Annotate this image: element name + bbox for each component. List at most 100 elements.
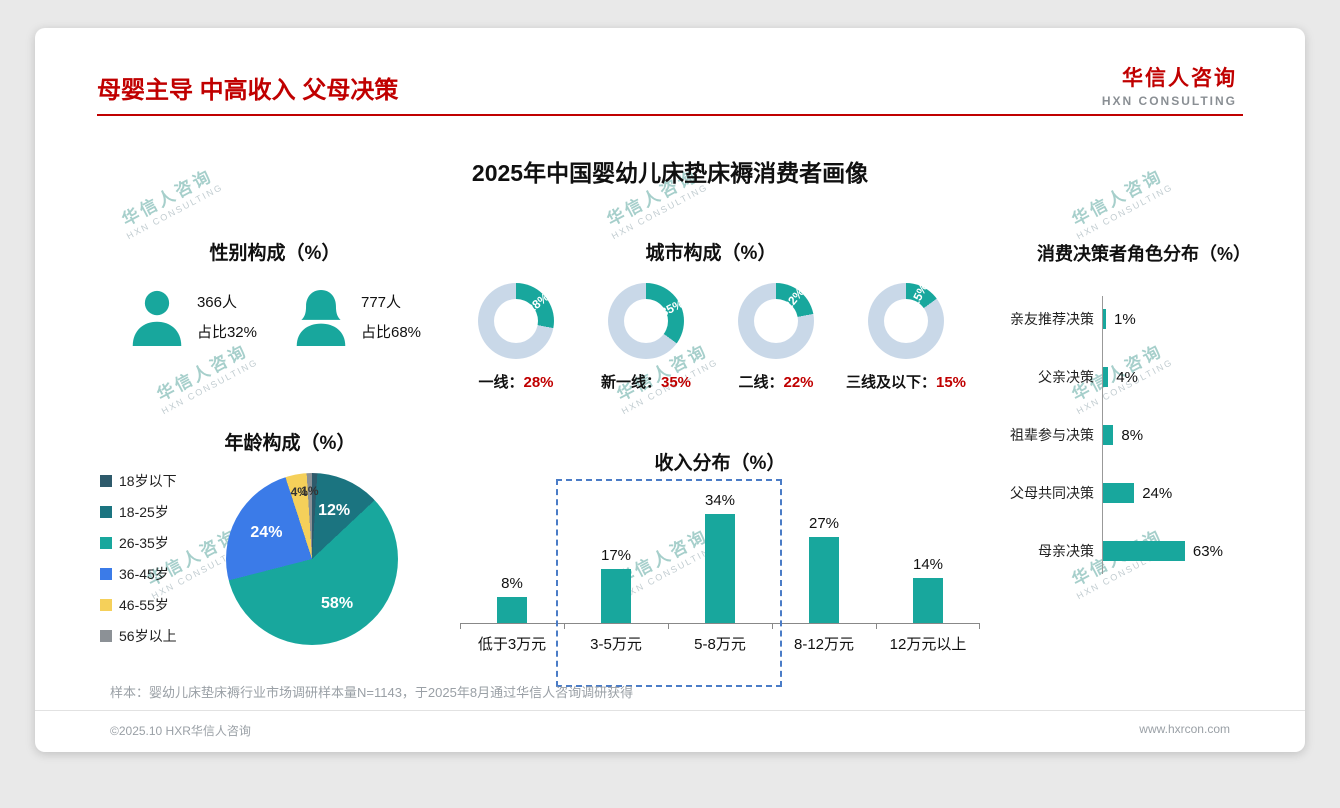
donut-chart: 35% (608, 283, 686, 359)
city-donut-item: 22% 二线：22% (715, 283, 837, 392)
footer-copyright: ©2025.10 HXR华信人咨询 (110, 724, 251, 738)
male-count: 366人 (196, 294, 237, 311)
legend-item: 18-25岁 (100, 502, 200, 522)
decision-value-label: 4% (1116, 368, 1138, 386)
income-bar (497, 597, 527, 623)
income-column: 14% (876, 556, 980, 623)
age-legend: 18岁以下 18-25岁 26-35岁 36-45岁 46-55岁 56岁以上 (100, 471, 200, 646)
female-count: 777人 (361, 294, 402, 311)
donut-hole (884, 299, 928, 343)
decision-title: 消费决策者角色分布（%） (1036, 244, 1251, 264)
female-icon (293, 287, 349, 349)
donut-caption-label: 三线及以下： (845, 374, 936, 391)
income-value-label: 34% (704, 492, 736, 510)
decision-category-label: 父母共同决策 (1010, 485, 1094, 501)
income-column: 8% (460, 575, 564, 623)
legend-swatch (100, 599, 112, 611)
pie-slice-label: 4% (290, 484, 308, 499)
donut-caption-percent: 35% (660, 374, 692, 391)
legend-label: 18-25岁 (119, 504, 169, 520)
decision-bar (1103, 483, 1135, 503)
legend-label: 26-35岁 (119, 535, 169, 551)
age-section: 年龄构成（%） 18岁以下 18-25岁 26-35岁 36-45岁 46-55岁 56岁… (100, 428, 480, 646)
legend-item: 18岁以下 (100, 471, 200, 491)
legend-label: 36-45岁 (119, 566, 169, 582)
income-chart: 8% 17% 34% 27% 14% 低于3万元 3-5万元 5-8万元 8-12万元 12万元… (460, 479, 980, 687)
age-title: 年龄构成（%） (224, 433, 356, 454)
gender-title: 性别构成（%） (209, 243, 341, 264)
income-column: 17% (564, 547, 668, 623)
decision-bar (1103, 309, 1106, 329)
donut-caption: 三线及以下：15% (846, 371, 966, 392)
report-card: 母婴主导 中高收入 父母决策 华信人咨询 HXN CONSULTING 2025… (35, 28, 1305, 752)
decision-category-label: 父亲决策 (1038, 369, 1094, 385)
watermark-en-text: HXN CONSULTING (609, 181, 710, 242)
gender-item-female: 777人 占比68% (293, 287, 421, 349)
income-section: 收入分布（%） 8% 17% 34% 27% 14% 低于3万元 3-5万元 5-8万元 8-… (460, 448, 980, 687)
pie-slice-label: 24% (250, 524, 283, 542)
income-category-label: 8-12万元 (772, 624, 876, 654)
header-divider (97, 114, 1243, 116)
donut-caption-percent: 28% (523, 374, 554, 391)
decision-category-label: 亲友推荐决策 (1010, 311, 1094, 327)
footer-url: www.hxrcon.com (1139, 722, 1230, 736)
donut-hole (624, 299, 668, 343)
decision-category-label: 母亲决策 (1038, 543, 1094, 559)
income-column: 27% (772, 515, 876, 623)
donut-percent-label: 35% (657, 296, 686, 320)
city-section: 城市构成（%） 28% 一线：28% 35% 新一线：35% 22% 二线：22% 15% 三… (455, 238, 967, 392)
watermark-en-text: HXN CONSULTING (1074, 181, 1175, 242)
legend-swatch (100, 630, 112, 642)
legend-item: 26-35岁 (100, 533, 200, 553)
female-share: 占比68% (361, 324, 422, 341)
income-cats: 低于3万元 3-5万元 5-8万元 8-12万元 12万元以上 (460, 624, 980, 654)
footer-divider (35, 710, 1305, 711)
donut-percent-label: 28% (524, 289, 553, 316)
legend-swatch (100, 568, 112, 580)
income-bar (809, 536, 839, 623)
donut-caption-percent: 22% (783, 374, 814, 391)
donut-caption-label: 新一线： (600, 374, 661, 391)
pie-slice-label: 1% (301, 483, 319, 498)
donut-percent-label: 22% (781, 284, 808, 313)
decision-value-label: 1% (1114, 310, 1136, 328)
income-category-label: 3-5万元 (564, 624, 668, 654)
gender-male-stats: 366人 占比32% (197, 288, 257, 348)
chart-main-title: 2025年中国婴幼儿床垫床褥消费者画像 (471, 160, 869, 186)
legend-swatch (100, 475, 112, 487)
gender-female-stats: 777人 占比68% (361, 288, 421, 348)
gender-section: 性别构成（%） 366人 占比32% (105, 238, 445, 349)
income-category-label: 5-8万元 (668, 624, 772, 654)
income-category-label: 12万元以上 (876, 624, 980, 654)
legend-label: 56岁以上 (119, 628, 177, 644)
legend-swatch (100, 506, 112, 518)
gender-item-male: 366人 占比32% (129, 287, 257, 349)
income-value-label: 27% (808, 514, 840, 532)
donut-hole (494, 299, 538, 343)
decision-row: 父亲决策 4% (990, 348, 1298, 406)
income-column: 34% (668, 492, 772, 623)
decision-row: 母亲决策 63% (990, 522, 1298, 580)
page-title: 母婴主导 中高收入 父母决策 (97, 77, 399, 104)
income-value-label: 17% (600, 546, 632, 564)
decision-bar (1103, 367, 1109, 387)
donut-caption: 一线：28% (478, 371, 553, 392)
income-bar (601, 568, 631, 623)
age-pie-wrap: 12% 58% 24% 4% 1% (226, 472, 398, 645)
income-value-label: 14% (912, 556, 944, 574)
age-pie (226, 472, 398, 645)
watermark-en-text: HXN CONSULTING (159, 356, 260, 417)
watermark-en-text: HXN CONSULTING (124, 181, 225, 242)
decision-chart: 亲友推荐决策 1% 父亲决策 4% 祖辈参与决策 8% 父母共同决策 24% 母亲决策 63% (990, 290, 1298, 580)
donut-caption-label: 二线： (738, 374, 784, 391)
income-bar (913, 578, 943, 623)
income-title: 收入分布（%） (654, 453, 786, 474)
city-title: 城市构成（%） (645, 243, 777, 264)
donut-caption: 二线：22% (738, 371, 813, 392)
donut-chart: 22% (738, 283, 814, 359)
pie-slice-label: 12% (318, 502, 351, 520)
decision-section: 消费决策者角色分布（%） 亲友推荐决策 1% 父亲决策 4% 祖辈参与决策 8% 父母共同决… (990, 240, 1298, 580)
city-donut-item: 35% 新一线：35% (585, 283, 707, 392)
city-donut-item: 15% 三线及以下：15% (845, 281, 967, 392)
income-cols: 8% 17% 34% 27% 14% (460, 483, 980, 624)
